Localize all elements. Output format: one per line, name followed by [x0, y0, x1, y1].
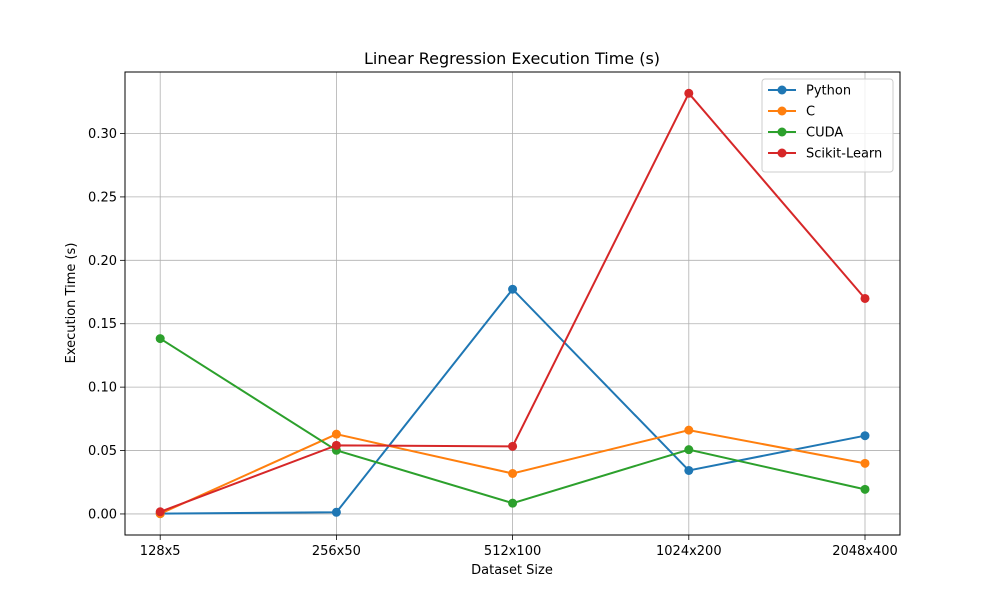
legend-label: C: [806, 105, 815, 120]
y-tick-label: 0.10: [88, 381, 117, 396]
data-point-python: [860, 431, 870, 441]
legend-item-scikit-learn: Scikit-Learn: [768, 147, 882, 162]
data-point-cuda: [155, 334, 165, 344]
y-tick-label: 0.20: [88, 254, 117, 269]
data-point-c: [508, 468, 518, 478]
series-scikit-learn: [155, 88, 870, 517]
y-tick-label: 0.05: [88, 444, 117, 459]
x-tick-label: 2048x400: [832, 544, 898, 559]
data-point-python: [331, 507, 341, 517]
legend-label: Python: [806, 84, 851, 99]
y-axis-label: Execution Time (s): [64, 243, 79, 364]
legend-box: [761, 78, 894, 173]
grid-layer: [125, 72, 900, 535]
legend-swatch-marker: [777, 148, 787, 158]
legend-label: CUDA: [806, 126, 843, 141]
y-tick-label: 0.00: [88, 507, 117, 522]
data-point-scikit-learn: [684, 88, 694, 98]
y-tick-label: 0.30: [88, 127, 117, 142]
legend-item-c: C: [768, 105, 815, 120]
x-tick-label: 256x50: [312, 544, 361, 559]
data-point-cuda: [860, 484, 870, 494]
x-tick-label: 1024x200: [656, 544, 722, 559]
data-point-scikit-learn: [508, 441, 518, 451]
legend-swatch-marker: [777, 106, 787, 116]
data-point-python: [684, 465, 694, 475]
data-point-scikit-learn: [155, 507, 165, 517]
y-tick-label: 0.25: [88, 190, 117, 205]
y-tick-label: 0.15: [88, 317, 117, 332]
x-tick-label: 128x5: [140, 544, 181, 559]
series-layer: [155, 88, 870, 519]
data-point-cuda: [684, 445, 694, 455]
x-axis-label: Dataset Size: [471, 563, 553, 578]
chart-title: Linear Regression Execution Time (s): [364, 49, 660, 68]
data-point-c: [684, 425, 694, 435]
data-point-c: [860, 458, 870, 468]
legend-item-cuda: CUDA: [768, 126, 843, 141]
data-point-scikit-learn: [331, 440, 341, 450]
x-tick-label: 512x100: [484, 544, 541, 559]
legend-swatch-marker: [777, 127, 787, 137]
legend: Python C CUDA Scikit-Learn: [761, 78, 894, 173]
data-point-scikit-learn: [860, 293, 870, 303]
series-cuda: [155, 334, 870, 508]
data-point-c: [331, 429, 341, 439]
legend-label: Scikit-Learn: [806, 147, 882, 162]
data-point-cuda: [508, 498, 518, 508]
ticks-layer: 128x5 256x50 512x100 1024x200 2048x400 0.00 0.…: [88, 127, 898, 559]
data-point-python: [508, 284, 518, 294]
legend-item-python: Python: [768, 84, 851, 99]
legend-swatch-marker: [777, 85, 787, 95]
